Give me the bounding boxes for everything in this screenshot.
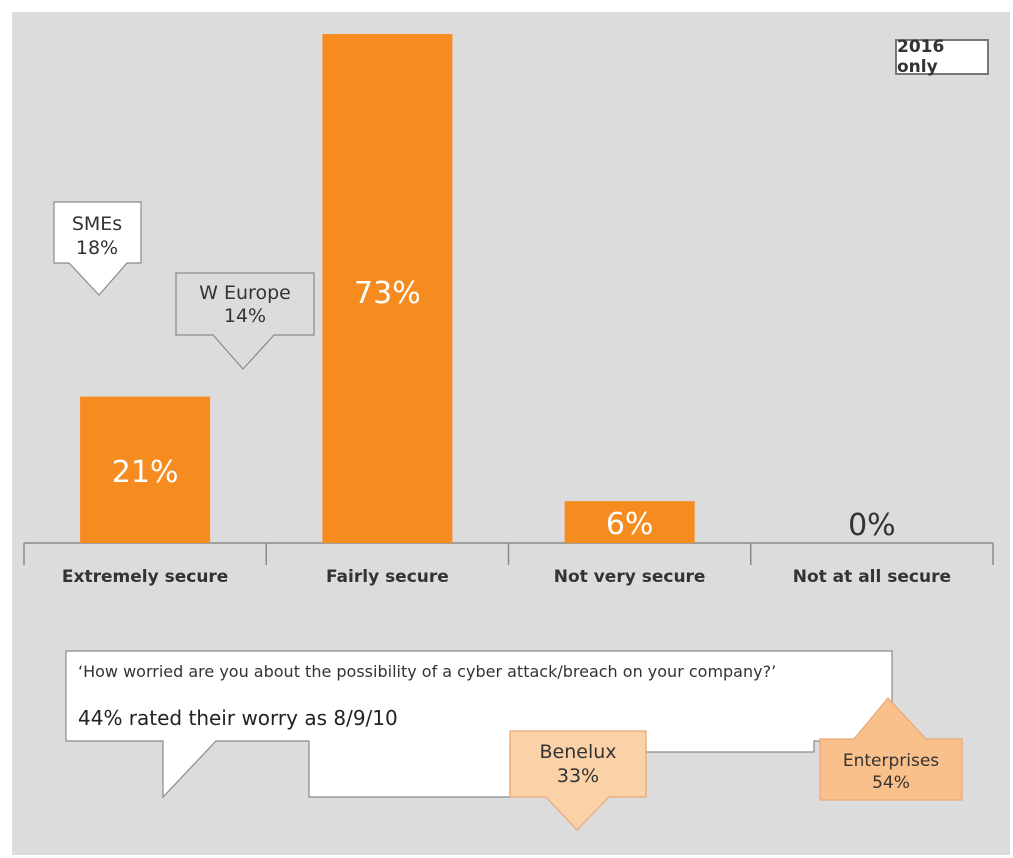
bar — [80, 396, 211, 543]
callout-enterprises-value: 54% — [872, 773, 910, 793]
bar — [564, 501, 695, 543]
callout-smes-label: SMEs — [72, 213, 122, 235]
callout-benelux-label: Benelux — [539, 741, 616, 763]
bar-value-label: 73% — [354, 276, 421, 311]
bars — [80, 34, 695, 543]
category-label: Extremely secure — [62, 567, 228, 587]
callout-enterprises: Enterprises 54% — [819, 697, 963, 801]
callout-benelux-value: 33% — [557, 765, 599, 787]
callout-w-europe-value: 14% — [224, 305, 266, 327]
year-badge: 2016 only — [895, 37, 989, 77]
bar-value-label: 21% — [112, 455, 179, 490]
callout-enterprises-label: Enterprises — [843, 751, 939, 771]
category-label: Fairly secure — [326, 567, 449, 587]
bar-labels: 21% 73% 6% 0% — [112, 276, 896, 543]
callout-w-europe-label: W Europe — [199, 282, 291, 304]
callout-smes-value: 18% — [76, 237, 118, 259]
x-axis — [23, 542, 994, 565]
callout-w-europe: W Europe 14% — [175, 272, 315, 370]
callout-benelux: Benelux 33% — [509, 730, 647, 831]
bar-value-label: 0% — [848, 508, 896, 543]
question-answer: 44% rated their worry as 8/9/10 — [78, 706, 398, 730]
category-label: Not at all secure — [793, 567, 951, 587]
bar — [322, 34, 453, 543]
bar-value-label: 6% — [606, 507, 654, 542]
category-labels: Extremely secure Fairly secure Not very se… — [62, 567, 951, 587]
question-text: ‘How worried are you about the possibili… — [78, 662, 777, 681]
category-label: Not very secure — [554, 567, 706, 587]
callout-smes: SMEs 18% — [53, 201, 142, 296]
